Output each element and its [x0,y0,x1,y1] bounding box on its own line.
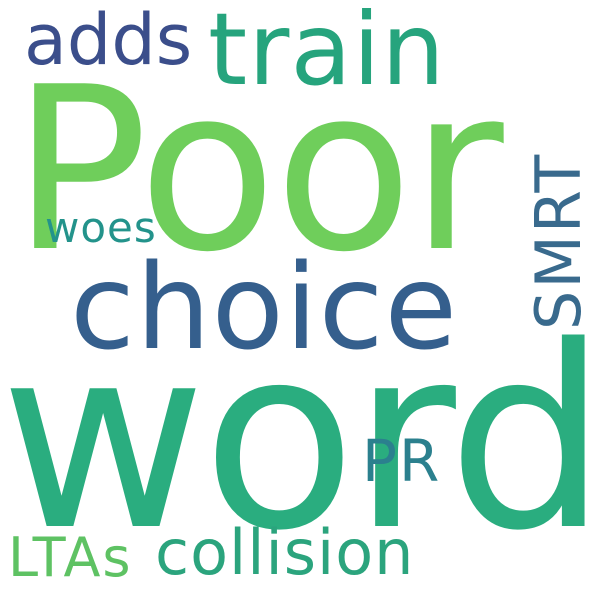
word-pr: PR [362,427,442,495]
word-poor: Poor [12,39,504,302]
word-word: word [0,293,600,586]
word-adds: adds [24,0,193,81]
word-collision: collision [155,516,415,589]
word-ltas: LTAs [8,526,133,589]
word-train: train [208,0,446,108]
word-choice: choice [70,238,459,376]
word-woes: woes [45,203,157,252]
